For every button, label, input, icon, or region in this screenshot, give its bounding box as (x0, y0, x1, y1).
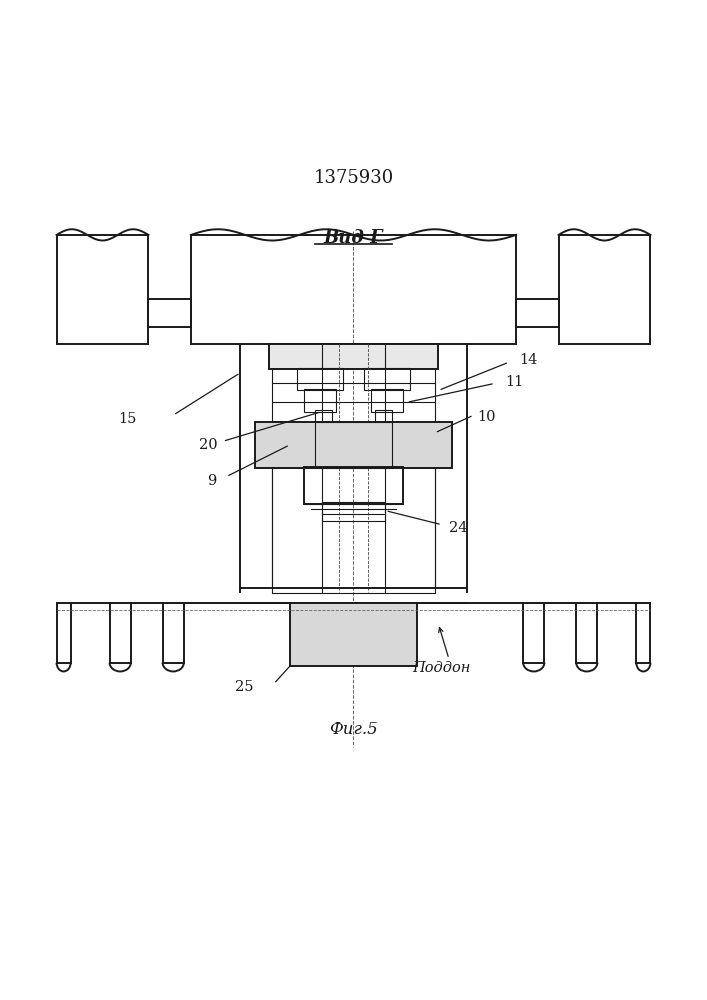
Text: 11: 11 (506, 375, 524, 389)
Text: 20: 20 (199, 438, 218, 452)
FancyBboxPatch shape (290, 603, 417, 666)
Text: 15: 15 (118, 412, 136, 426)
Text: 10: 10 (477, 410, 496, 424)
Text: 24: 24 (449, 521, 467, 535)
Text: Фиг.5: Фиг.5 (329, 721, 378, 738)
FancyBboxPatch shape (269, 344, 438, 369)
Text: Вид Г: Вид Г (324, 229, 383, 247)
Text: Поддон: Поддон (413, 661, 471, 675)
Text: 1375930: 1375930 (313, 169, 394, 187)
Text: 9: 9 (207, 474, 217, 488)
Text: 25: 25 (235, 680, 253, 694)
FancyBboxPatch shape (255, 422, 452, 468)
Text: 14: 14 (520, 353, 538, 367)
